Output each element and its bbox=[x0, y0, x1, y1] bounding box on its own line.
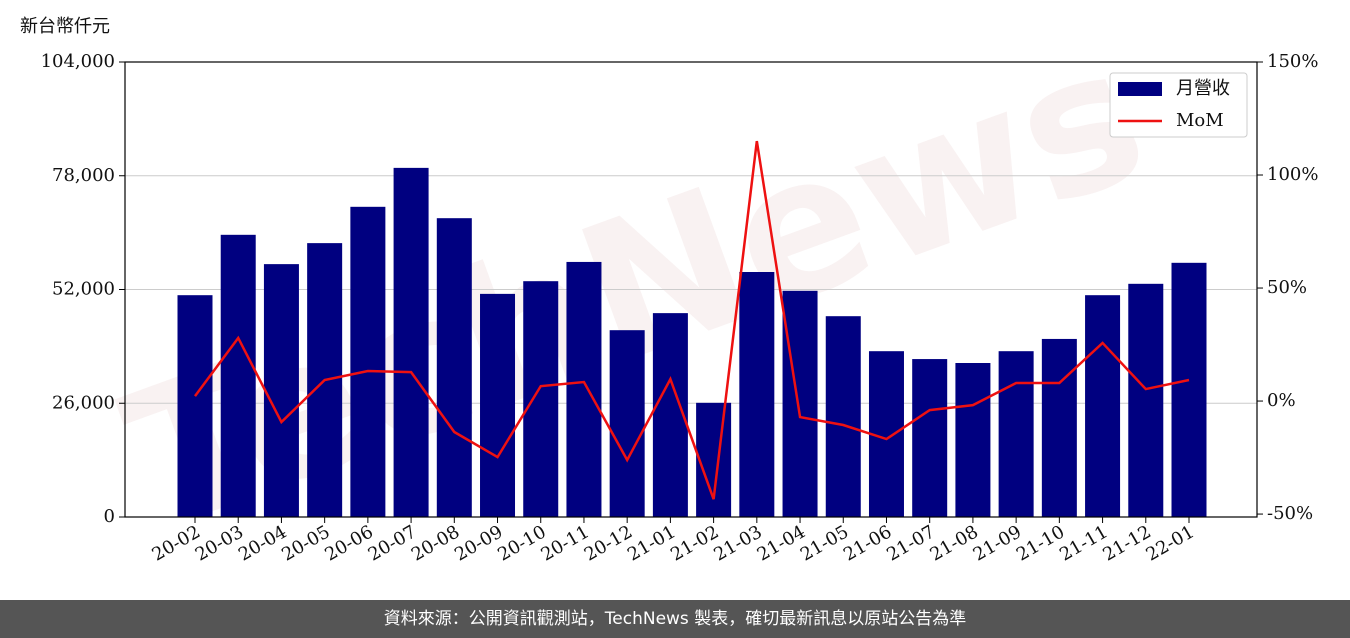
x-tick-label: 21-08 bbox=[926, 521, 981, 565]
bar bbox=[220, 234, 256, 517]
y2-tick-label: -50% bbox=[1267, 503, 1313, 524]
x-tick-label: 21-11 bbox=[1056, 521, 1111, 565]
bar bbox=[480, 293, 516, 517]
bar bbox=[739, 272, 775, 517]
x-tick-label: 21-10 bbox=[1013, 521, 1068, 565]
bar bbox=[566, 261, 602, 517]
y-tick-label: 78,000 bbox=[52, 165, 115, 186]
x-tick-label: 22-01 bbox=[1143, 521, 1198, 565]
plot-frame bbox=[124, 61, 1258, 518]
footer-text: 資料來源：公開資訊觀測站，TechNews 製表，確切最新訊息以原站公告為準 bbox=[384, 609, 966, 629]
bar bbox=[177, 295, 213, 517]
bar bbox=[609, 330, 645, 517]
x-tick-label: 21-06 bbox=[840, 521, 895, 565]
bar bbox=[998, 351, 1034, 517]
bar bbox=[263, 264, 299, 517]
bar bbox=[1171, 262, 1207, 517]
bar bbox=[393, 167, 429, 517]
bar bbox=[1085, 295, 1121, 517]
bar bbox=[825, 316, 861, 517]
x-tick-label: 21-05 bbox=[797, 521, 852, 565]
y2-tick-label: 100% bbox=[1267, 164, 1318, 185]
x-tick-label: 21-07 bbox=[883, 521, 938, 565]
bar bbox=[436, 218, 472, 517]
x-tick-label: 20-11 bbox=[538, 521, 593, 565]
bar bbox=[1128, 283, 1164, 517]
y-axis-unit: 新台幣仟元 bbox=[20, 16, 110, 37]
bar bbox=[912, 359, 948, 517]
legend-swatch bbox=[1118, 82, 1162, 96]
y2-tick-label: 0% bbox=[1267, 390, 1296, 411]
y2-tick-label: 50% bbox=[1267, 277, 1307, 298]
legend-label: 月營收 bbox=[1176, 78, 1230, 99]
x-tick-label: 21-09 bbox=[970, 521, 1025, 565]
bar bbox=[696, 402, 732, 517]
x-tick-label: 20-06 bbox=[321, 521, 376, 565]
y-tick-label: 0 bbox=[104, 506, 115, 527]
x-tick-label: 21-04 bbox=[754, 521, 809, 565]
x-tick-label: 20-08 bbox=[408, 521, 463, 565]
y2-tick-label: 150% bbox=[1267, 51, 1318, 72]
bar bbox=[350, 206, 386, 517]
x-tick-label: 21-02 bbox=[667, 521, 722, 565]
footer-bar bbox=[0, 600, 1350, 638]
legend-label: MoM bbox=[1176, 110, 1224, 131]
x-tick-label: 21-01 bbox=[624, 521, 679, 565]
x-tick-label: 21-03 bbox=[710, 521, 765, 565]
bar bbox=[955, 363, 991, 517]
bar bbox=[523, 281, 559, 517]
y-tick-label: 104,000 bbox=[41, 51, 115, 72]
bar bbox=[782, 290, 818, 517]
x-tick-label: 20-09 bbox=[451, 521, 506, 565]
x-tick-label: 20-10 bbox=[494, 521, 549, 565]
y-tick-label: 52,000 bbox=[52, 279, 115, 300]
x-tick-label: 20-07 bbox=[365, 521, 420, 565]
bar bbox=[1041, 338, 1077, 517]
line bbox=[193, 140, 1190, 500]
y-tick-label: 26,000 bbox=[52, 392, 115, 413]
x-tick-label: 20-12 bbox=[581, 521, 636, 565]
x-tick-label: 21-12 bbox=[1099, 521, 1154, 565]
